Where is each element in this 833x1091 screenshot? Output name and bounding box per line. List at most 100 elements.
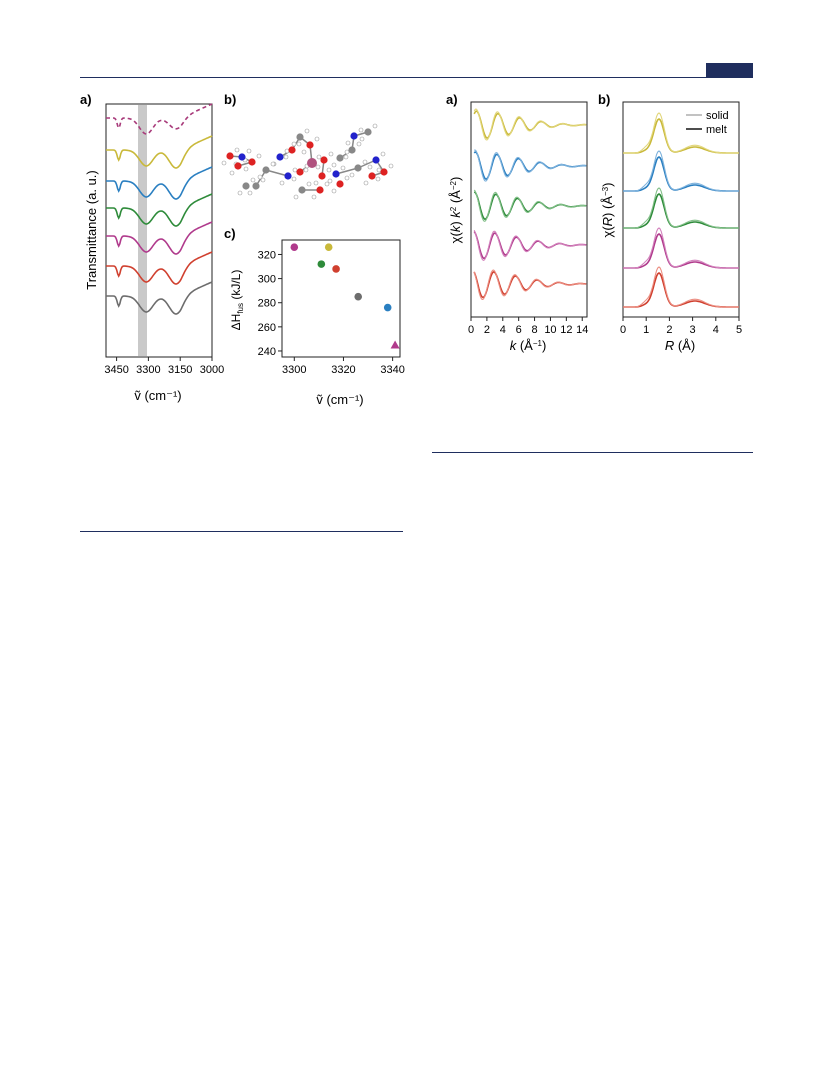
molecule-atom	[316, 186, 324, 194]
left-caption-rule	[80, 531, 403, 532]
molecule-hydrogen	[292, 167, 298, 173]
molecule-atom	[306, 141, 314, 149]
molecule-hydrogen	[331, 188, 337, 194]
molecule-hydrogen	[363, 180, 369, 186]
exafs-r-curve	[623, 187, 739, 229]
molecule-hydrogen	[256, 153, 262, 159]
scatter-y-label: ΔHfus (kJ/L)	[229, 270, 245, 331]
scatter-x-tick-label: 3340	[380, 364, 404, 376]
molecule-hydrogen	[326, 167, 332, 173]
exafs-r-x-label: R (Å)	[665, 338, 695, 353]
molecule-atom	[296, 168, 304, 176]
molecule-bond	[265, 169, 289, 177]
exafs-r-y-label: χ(R) (Å−3)	[600, 183, 615, 238]
molecule-hydrogen	[313, 180, 319, 186]
exafs-k-curve	[473, 189, 587, 222]
exafs-a-label: a)	[446, 92, 458, 107]
exafs-k-curve	[473, 231, 587, 260]
molecule-atom	[336, 180, 344, 188]
molecule-atom	[296, 133, 304, 141]
scatter-y-tick-label: 280	[258, 298, 276, 310]
molecule-hydrogen	[270, 161, 276, 167]
exafs-r-frame	[622, 101, 740, 318]
scatter-x-tick-label: 3300	[282, 364, 306, 376]
molecule-atom	[262, 166, 270, 174]
molecule-hydrogen	[229, 170, 235, 176]
ir-curve	[106, 221, 213, 255]
molecule-hydrogen	[260, 177, 266, 183]
ir-y-label: Transmittance (a. u.)	[84, 170, 99, 289]
exafs-r-curve	[623, 272, 739, 308]
exafs-r-curve	[623, 193, 739, 229]
molecule-atom	[226, 152, 234, 160]
molecule-atom	[332, 170, 340, 178]
panel-c-label: c)	[224, 226, 236, 241]
scatter-x-tick-label: 3320	[331, 364, 355, 376]
molecule-hydrogen	[304, 128, 310, 134]
exafs-r-tick-label: 2	[666, 324, 672, 336]
exafs-r-curve	[623, 112, 739, 154]
legend-melt-label: melt	[706, 124, 727, 136]
exafs-r-curve	[623, 156, 739, 192]
molecule-hydrogen	[345, 140, 351, 146]
molecule-atom	[364, 128, 372, 136]
molecule-atom	[354, 164, 362, 172]
molecule-atom	[368, 172, 376, 180]
ir-x-tick-label: 3300	[136, 364, 160, 376]
molecule-hydrogen	[372, 123, 378, 129]
molecule-atom	[234, 162, 242, 170]
ir-curve	[106, 193, 213, 227]
molecule-atom	[288, 146, 296, 154]
molecule-bond	[335, 167, 359, 175]
exafs-k-tick-label: 0	[468, 324, 474, 336]
scatter-point	[390, 340, 400, 349]
molecular-structure	[221, 123, 394, 200]
molecule-hydrogen	[237, 190, 243, 196]
exafs-k-ticks: 0 2 4 6 8 10 12 14	[468, 317, 588, 336]
molecule-hydrogen	[311, 194, 317, 200]
molecule-hydrogen	[376, 167, 382, 173]
exafs-k-x-label: k (Å−1)	[510, 338, 547, 353]
exafs-k-tick-label: 6	[516, 324, 522, 336]
panel-a-label: a)	[80, 92, 92, 107]
exafs-r-tick-label: 1	[643, 324, 649, 336]
exafs-r-tick-label: 5	[736, 324, 742, 336]
molecule-atom	[238, 153, 246, 161]
molecule-atom	[276, 153, 284, 161]
exafs-r-ticks: 0 1 2 3 4 5	[620, 317, 742, 336]
ir-curve	[106, 166, 213, 200]
molecule-hydrogen	[344, 149, 350, 155]
exafs-r-curve	[623, 233, 739, 269]
molecule-atom	[350, 132, 358, 140]
molecule-hydrogen	[362, 159, 368, 165]
exafs-r-curves	[623, 112, 739, 308]
ir-curve	[106, 135, 213, 169]
molecule-hydrogen	[328, 151, 334, 157]
molecule-atom	[348, 146, 356, 154]
molecule-hydrogen	[344, 175, 350, 181]
molecule-hydrogen	[315, 164, 321, 170]
ir-curve	[106, 103, 213, 135]
scatter-y-tick-label: 300	[258, 274, 276, 286]
exafs-k-curve	[473, 229, 587, 262]
molecule-hydrogen	[316, 154, 322, 160]
exafs-k-tick-label: 10	[544, 324, 556, 336]
molecule-hydrogen	[246, 148, 252, 154]
molecule-hydrogen	[349, 172, 355, 178]
exafs-k-curve	[473, 269, 587, 300]
molecule-hydrogen	[291, 176, 297, 182]
molecule-hydrogen	[367, 164, 373, 170]
ir-x-tick-label: 3450	[104, 364, 128, 376]
molecule-atom	[372, 156, 380, 164]
exafs-b-label: b)	[598, 92, 610, 107]
molecule-atom	[320, 156, 328, 164]
molecule-hydrogen	[340, 165, 346, 171]
molecule-hydrogen	[301, 149, 307, 155]
panel-b-label: b)	[224, 92, 236, 107]
molecule-hydrogen	[343, 154, 349, 160]
ir-spectra	[106, 103, 213, 315]
ir-plot-frame	[105, 103, 213, 358]
ir-x-tick-label: 3150	[168, 364, 192, 376]
